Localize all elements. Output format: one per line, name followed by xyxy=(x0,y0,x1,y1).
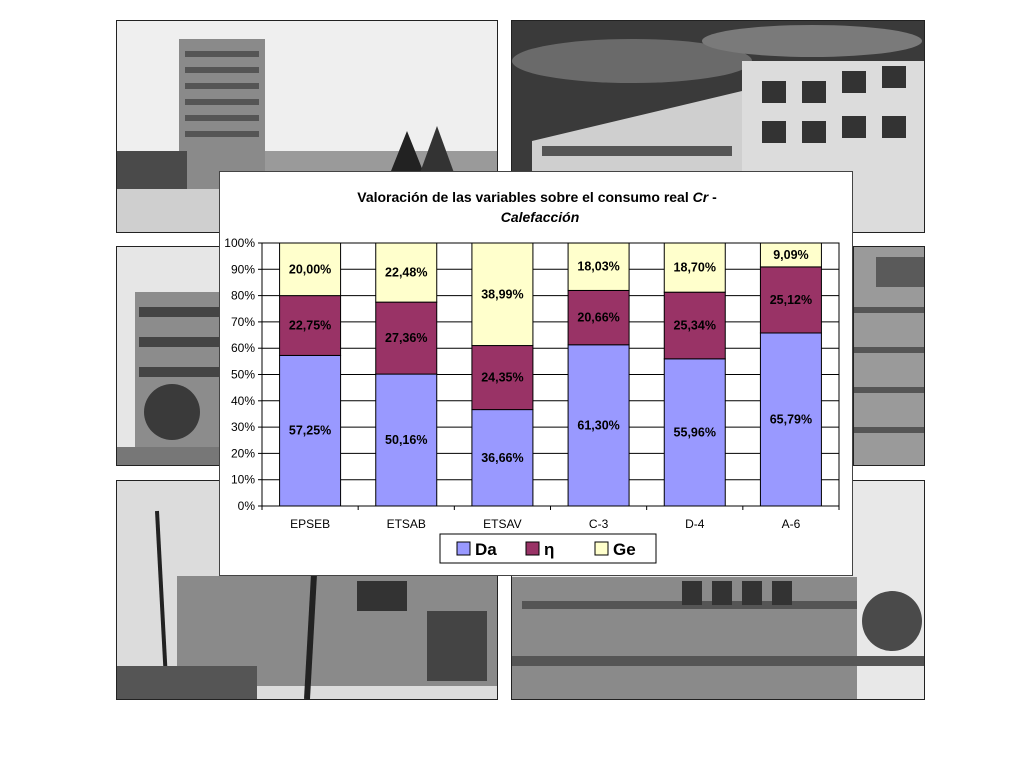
y-tick-label: 30% xyxy=(231,420,255,434)
bar-segment xyxy=(567,242,630,291)
legend-label: Ge xyxy=(613,540,636,559)
bar-segment xyxy=(663,242,726,293)
bar-data-label: 38,99% xyxy=(481,287,523,301)
x-tick-label: C-3 xyxy=(589,517,609,531)
chart-title-line2: Calefacción xyxy=(501,209,580,225)
bar-segment xyxy=(759,332,822,507)
chart-title-italic: Cr xyxy=(693,189,710,205)
legend-label: Da xyxy=(475,540,497,559)
bar-segment xyxy=(375,242,438,303)
chart-title-main: Valoración de las variables sobre el con… xyxy=(357,189,692,205)
bar-data-label: 9,09% xyxy=(773,248,808,262)
bar-data-label: 18,03% xyxy=(577,260,619,274)
building-photo-mid-left xyxy=(116,246,221,466)
bar-segment xyxy=(567,344,630,507)
chart-title-line1: Valoración de las variables sobre el con… xyxy=(357,189,717,205)
bar-data-label: 50,16% xyxy=(385,433,427,447)
bar-segment xyxy=(663,291,726,360)
chart-title-dash: - xyxy=(708,189,717,205)
bar-segment xyxy=(279,242,342,297)
y-tick-label: 40% xyxy=(231,394,255,408)
building-photo-mid-right xyxy=(853,246,925,466)
bar-data-label: 22,48% xyxy=(385,266,427,280)
y-tick-label: 90% xyxy=(231,262,255,276)
legend-swatch xyxy=(456,541,471,556)
bar-segment xyxy=(375,373,438,507)
y-tick-label: 100% xyxy=(224,236,255,250)
x-tick-label: ETSAB xyxy=(387,517,426,531)
y-tick-label: 70% xyxy=(231,315,255,329)
bar-segment xyxy=(567,289,630,346)
bar-data-label: 20,00% xyxy=(289,262,331,276)
x-tick-label: ETSAV xyxy=(483,517,521,531)
bar-data-label: 20,66% xyxy=(577,311,619,325)
bar-data-label: 55,96% xyxy=(674,425,716,439)
chart-panel: Valoración de las variables sobre el con… xyxy=(219,171,853,576)
bar-data-label: 36,66% xyxy=(481,451,523,465)
bar-segment xyxy=(471,242,534,347)
bar-data-label: 25,12% xyxy=(770,293,812,307)
y-tick-label: 80% xyxy=(231,289,255,303)
bar-segment xyxy=(471,345,534,411)
bar-data-label: 65,79% xyxy=(770,412,812,426)
bar-segment xyxy=(759,242,822,268)
bar-segment xyxy=(279,295,342,356)
x-tick-label: A-6 xyxy=(782,517,801,531)
bar-data-label: 25,34% xyxy=(674,319,716,333)
bar-segment xyxy=(471,409,534,507)
bar-segment xyxy=(663,358,726,507)
bar-segment xyxy=(759,266,822,334)
bar-data-label: 18,70% xyxy=(674,261,716,275)
y-tick-label: 50% xyxy=(231,368,255,382)
bar-segment xyxy=(279,354,342,507)
bar-data-label: 61,30% xyxy=(577,418,619,432)
stacked-bar-chart: Valoración de las variables sobre el con… xyxy=(224,189,840,564)
legend-swatch xyxy=(525,541,540,556)
y-tick-label: 10% xyxy=(231,473,255,487)
bar-data-label: 22,75% xyxy=(289,319,331,333)
legend-label: η xyxy=(544,540,554,559)
y-tick-label: 60% xyxy=(231,341,255,355)
legend-box xyxy=(439,533,657,564)
legend-swatch xyxy=(594,541,609,556)
y-tick-label: 0% xyxy=(238,499,256,513)
bar-data-label: 24,35% xyxy=(481,371,523,385)
y-tick-label: 20% xyxy=(231,446,255,460)
x-tick-label: EPSEB xyxy=(290,517,330,531)
bar-data-label: 57,25% xyxy=(289,424,331,438)
x-tick-label: D-4 xyxy=(685,517,705,531)
bar-data-label: 27,36% xyxy=(385,331,427,345)
